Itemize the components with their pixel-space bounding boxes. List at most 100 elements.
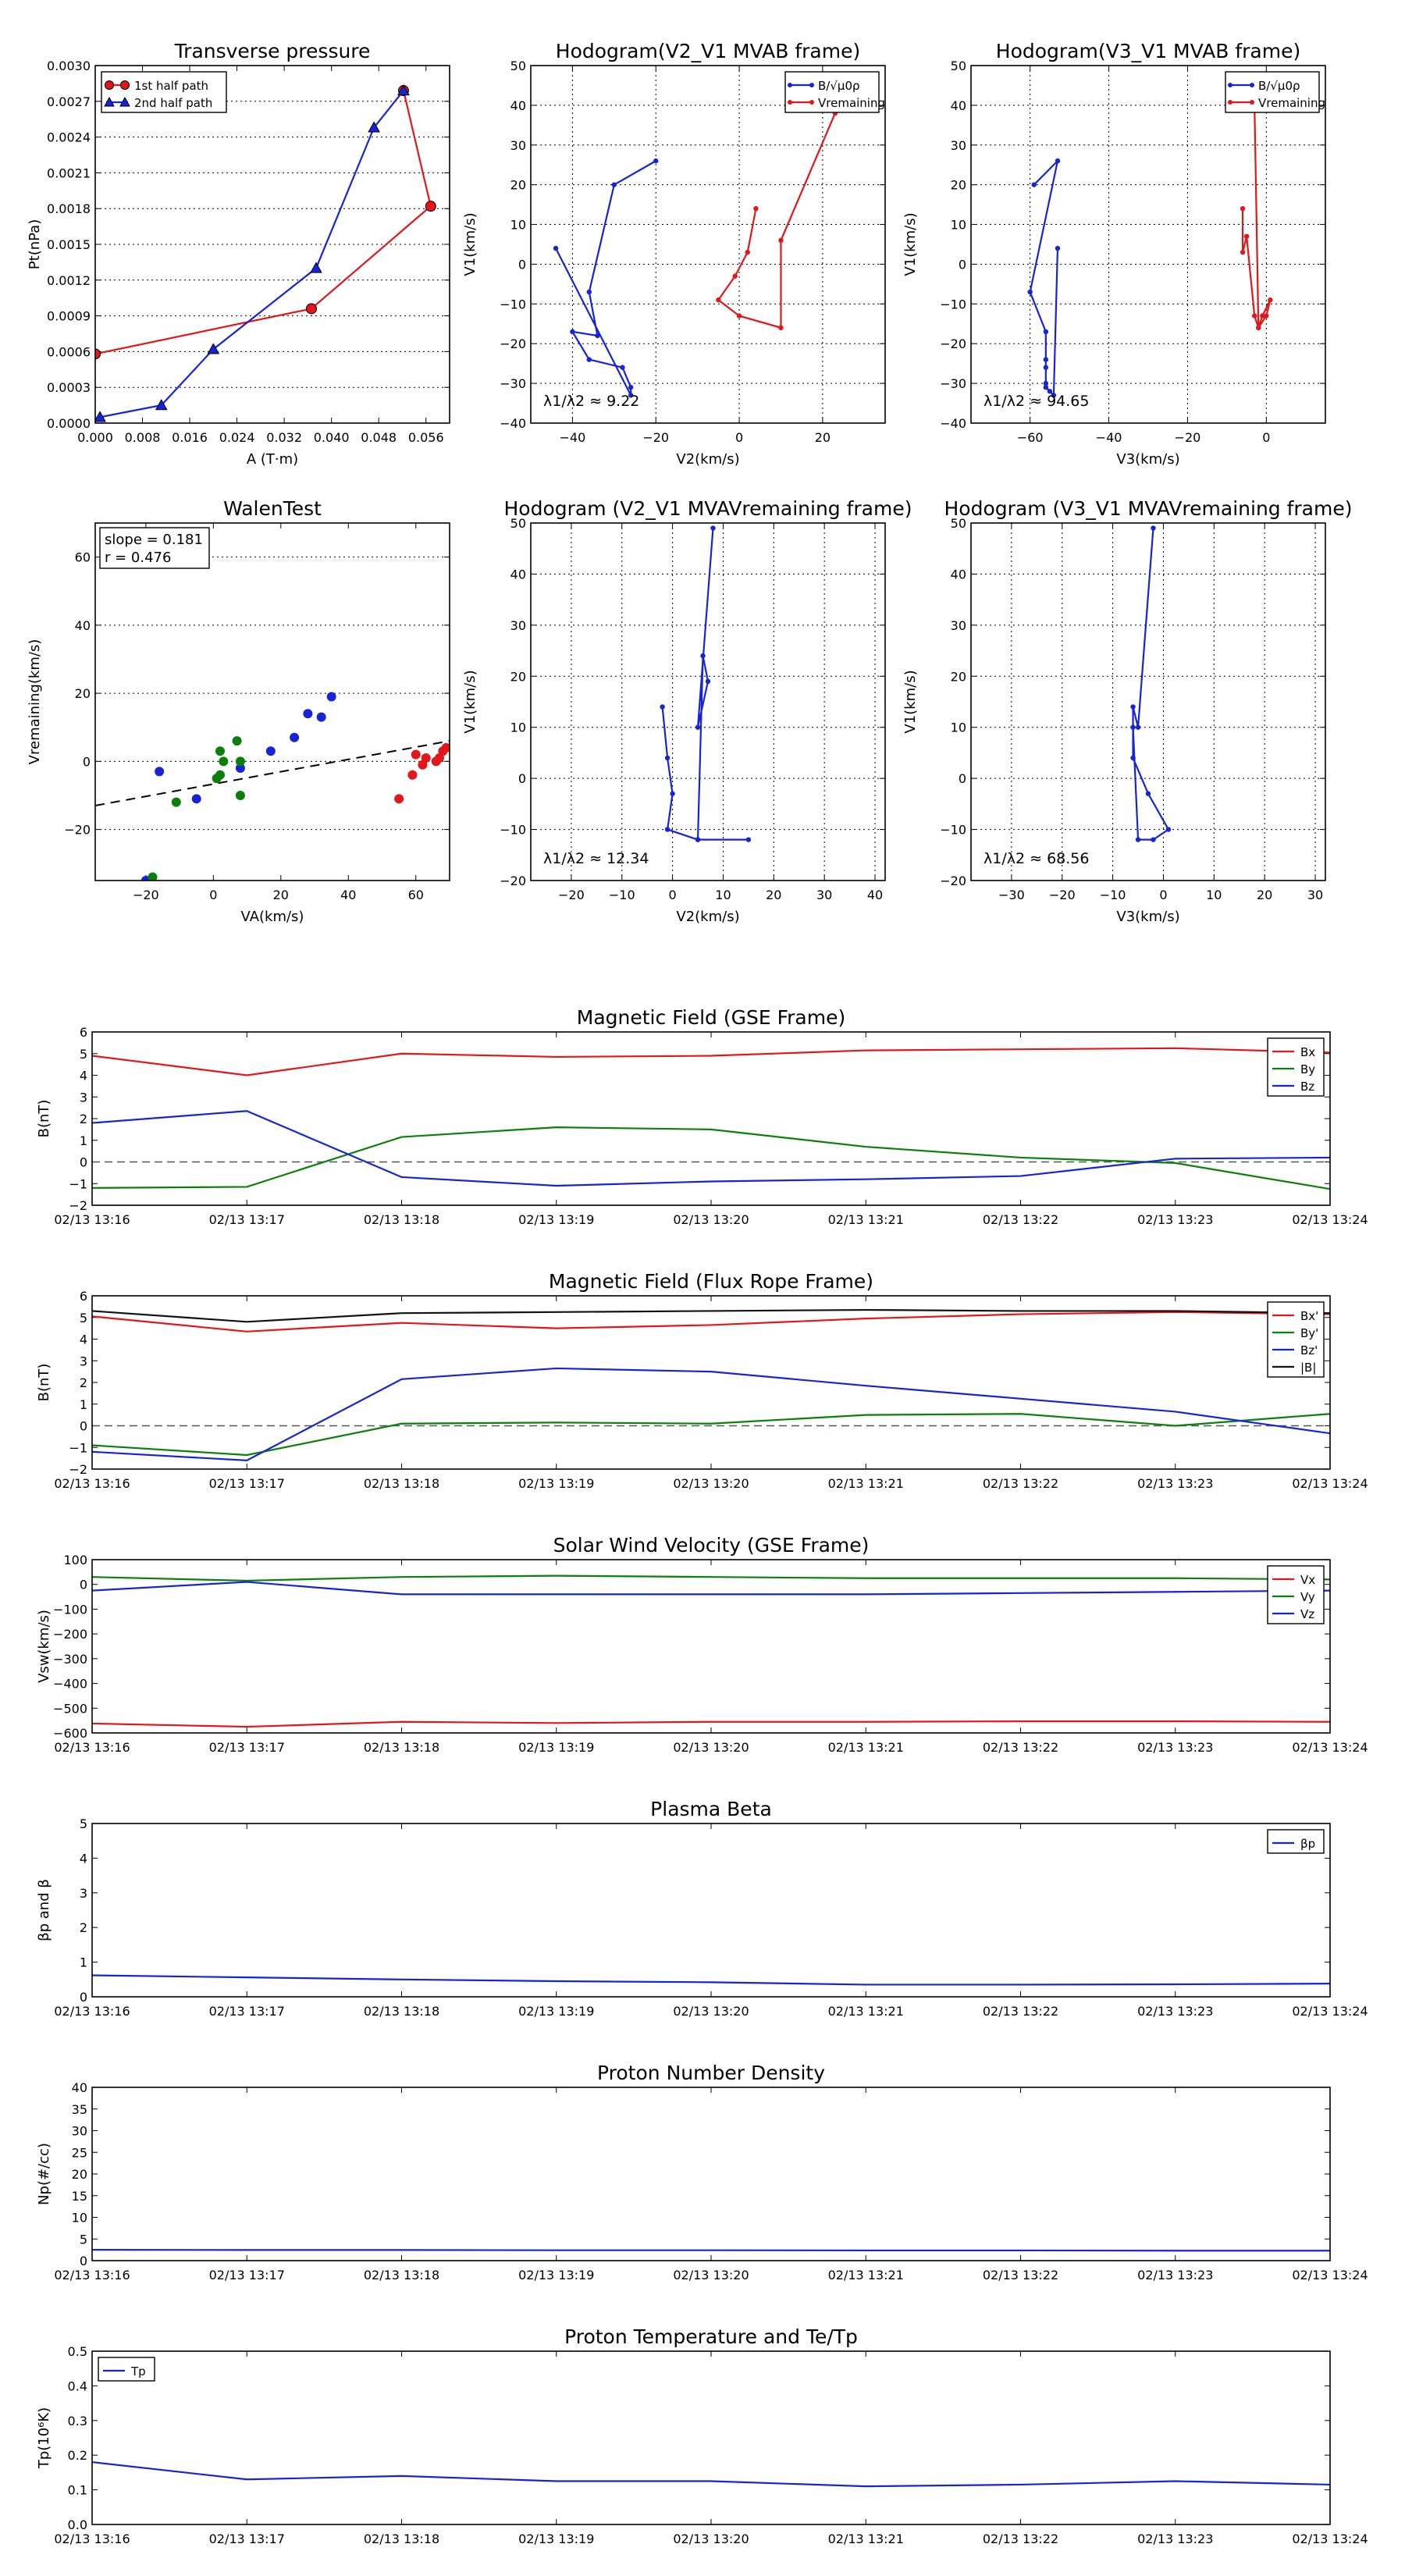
x-tick-label: 02/13 13:17: [209, 2532, 285, 2546]
chart-2: Hodogram(V3_V1 MVAB frame) −40 −30 −20 −10 0 1…: [902, 40, 1326, 468]
legend-marker: [809, 100, 814, 105]
legend: B/√μ0ρ Vremaining: [784, 71, 885, 113]
legend-marker: [809, 83, 814, 87]
eigenvalue-ratio-label: λ1/λ2 ≈ 94.65: [984, 393, 1089, 410]
series-line: [99, 90, 404, 418]
legend-label: By': [1300, 1326, 1318, 1340]
x-tick-label: 02/13 13:22: [983, 2532, 1058, 2546]
y-tick-label: −20: [940, 873, 966, 888]
y-tick-label: 15: [72, 2189, 87, 2204]
legend: Vx Vy Vz: [1267, 1565, 1325, 1624]
y-tick-label: −1: [69, 1176, 87, 1191]
data-point-triangle: [95, 411, 106, 422]
data-point: [1243, 233, 1250, 240]
y-tick-label: 5: [80, 1816, 87, 1831]
y-tick-label: −30: [500, 376, 526, 391]
x-tick-label: 02/13 13:18: [364, 2004, 439, 2019]
x-tick-label: 60: [408, 888, 424, 902]
legend: Bx By Bz: [1267, 1037, 1325, 1097]
chart-10: Proton Number Density 0 5 10 15 20 25 30 35 40 02/…: [36, 2062, 1368, 2282]
x-tick-label: 10: [1206, 888, 1222, 902]
y-tick-label: 10: [510, 720, 526, 735]
series-line: [92, 1311, 1330, 1332]
y-tick-label: 0.0012: [47, 273, 91, 288]
data-point: [753, 206, 759, 212]
data-point: [1256, 325, 1261, 331]
y-tick-label: 0.4: [68, 2379, 87, 2393]
legend-label: B/√μ0ρ: [818, 79, 860, 93]
plot-frame: [530, 65, 886, 424]
series-2: [92, 1367, 1330, 1462]
scatter-point: [421, 753, 431, 763]
y-tick-label: 0.0000: [47, 416, 91, 431]
x-tick-label: −10: [609, 888, 635, 902]
series-1: [92, 1126, 1330, 1190]
legend-label: Bz': [1300, 1343, 1318, 1357]
chart-0: Transverse pressure 0.0000 0.0003 0.0006 0.0…: [27, 40, 450, 468]
data-point: [732, 273, 738, 279]
y-tick-label: 3: [80, 1354, 87, 1368]
series-0: [92, 1974, 1330, 1986]
x-tick-label: 0: [1159, 888, 1167, 902]
x-axis-label: V3(km/s): [1116, 451, 1179, 468]
y-tick-label: −2: [69, 1462, 87, 1477]
series-0: [1027, 158, 1061, 398]
x-tick-label: 02/13 13:16: [54, 1212, 130, 1227]
data-point: [1055, 158, 1061, 164]
y-tick-label: 50: [510, 59, 526, 73]
y-tick-label: 40: [951, 98, 966, 113]
plot-frame: [91, 2350, 1331, 2525]
data-point: [716, 297, 721, 303]
x-tick-label: 20: [1257, 888, 1272, 902]
data-point: [695, 837, 701, 842]
x-tick-label: 02/13 13:16: [54, 2532, 130, 2546]
data-point: [1047, 389, 1053, 394]
eigenvalue-ratio-label: λ1/λ2 ≈ 9.22: [543, 393, 639, 410]
data-point: [628, 385, 634, 390]
legend-marker: [1250, 100, 1254, 105]
regression-line: [95, 740, 450, 807]
x-tick-label: 02/13 13:20: [673, 1740, 749, 1755]
x-tick-label: 02/13 13:20: [673, 2004, 749, 2019]
data-point: [745, 249, 750, 255]
chart-title: WalenTest: [223, 497, 322, 520]
series-0: [92, 2460, 1330, 2488]
x-tick-label: −20: [1049, 888, 1076, 902]
legend-marker: [1228, 83, 1232, 87]
x-tick-label: 02/13 13:19: [518, 1476, 594, 1491]
legend: βp: [1267, 1829, 1325, 1854]
x-tick-label: 02/13 13:19: [518, 1740, 594, 1755]
x-tick-label: −20: [133, 888, 159, 902]
plot-frame: [94, 522, 450, 881]
x-tick-label: 0.016: [172, 430, 208, 445]
series-0: [95, 85, 436, 360]
series-2: [92, 1581, 1330, 1596]
x-axis-label: V2(km/s): [676, 909, 739, 925]
data-point: [1268, 297, 1273, 303]
scatter-point: [316, 712, 326, 722]
y-tick-label: −20: [500, 873, 526, 888]
y-tick-label: 2: [80, 1375, 87, 1390]
x-tick-label: 02/13 13:18: [364, 1740, 439, 1755]
data-point: [1260, 313, 1265, 318]
plot-frame: [91, 2087, 1331, 2261]
y-tick-label: 0: [80, 2254, 87, 2268]
data-point-circle: [305, 303, 317, 315]
data-point-circle: [95, 348, 101, 360]
data-point: [595, 333, 600, 339]
x-tick-label: 02/13 13:18: [364, 2532, 439, 2546]
scatter-point: [235, 756, 245, 767]
y-tick-label: 4: [80, 1332, 87, 1347]
data-point: [705, 678, 711, 685]
y-tick-label: −10: [940, 823, 966, 838]
y-tick-label: 0.0027: [47, 94, 91, 109]
stats-box: [99, 527, 210, 569]
series-1: [716, 110, 838, 331]
data-point: [1240, 206, 1246, 212]
x-tick-label: −30: [998, 888, 1025, 902]
y-tick-label: −1: [69, 1440, 87, 1455]
series-line: [92, 1413, 1330, 1457]
series-0: [92, 1047, 1330, 1076]
x-axis-label: A (T·m): [247, 451, 298, 468]
chart-4: Hodogram (V2_V1 MVAVremaining frame) −20 −…: [462, 497, 912, 925]
